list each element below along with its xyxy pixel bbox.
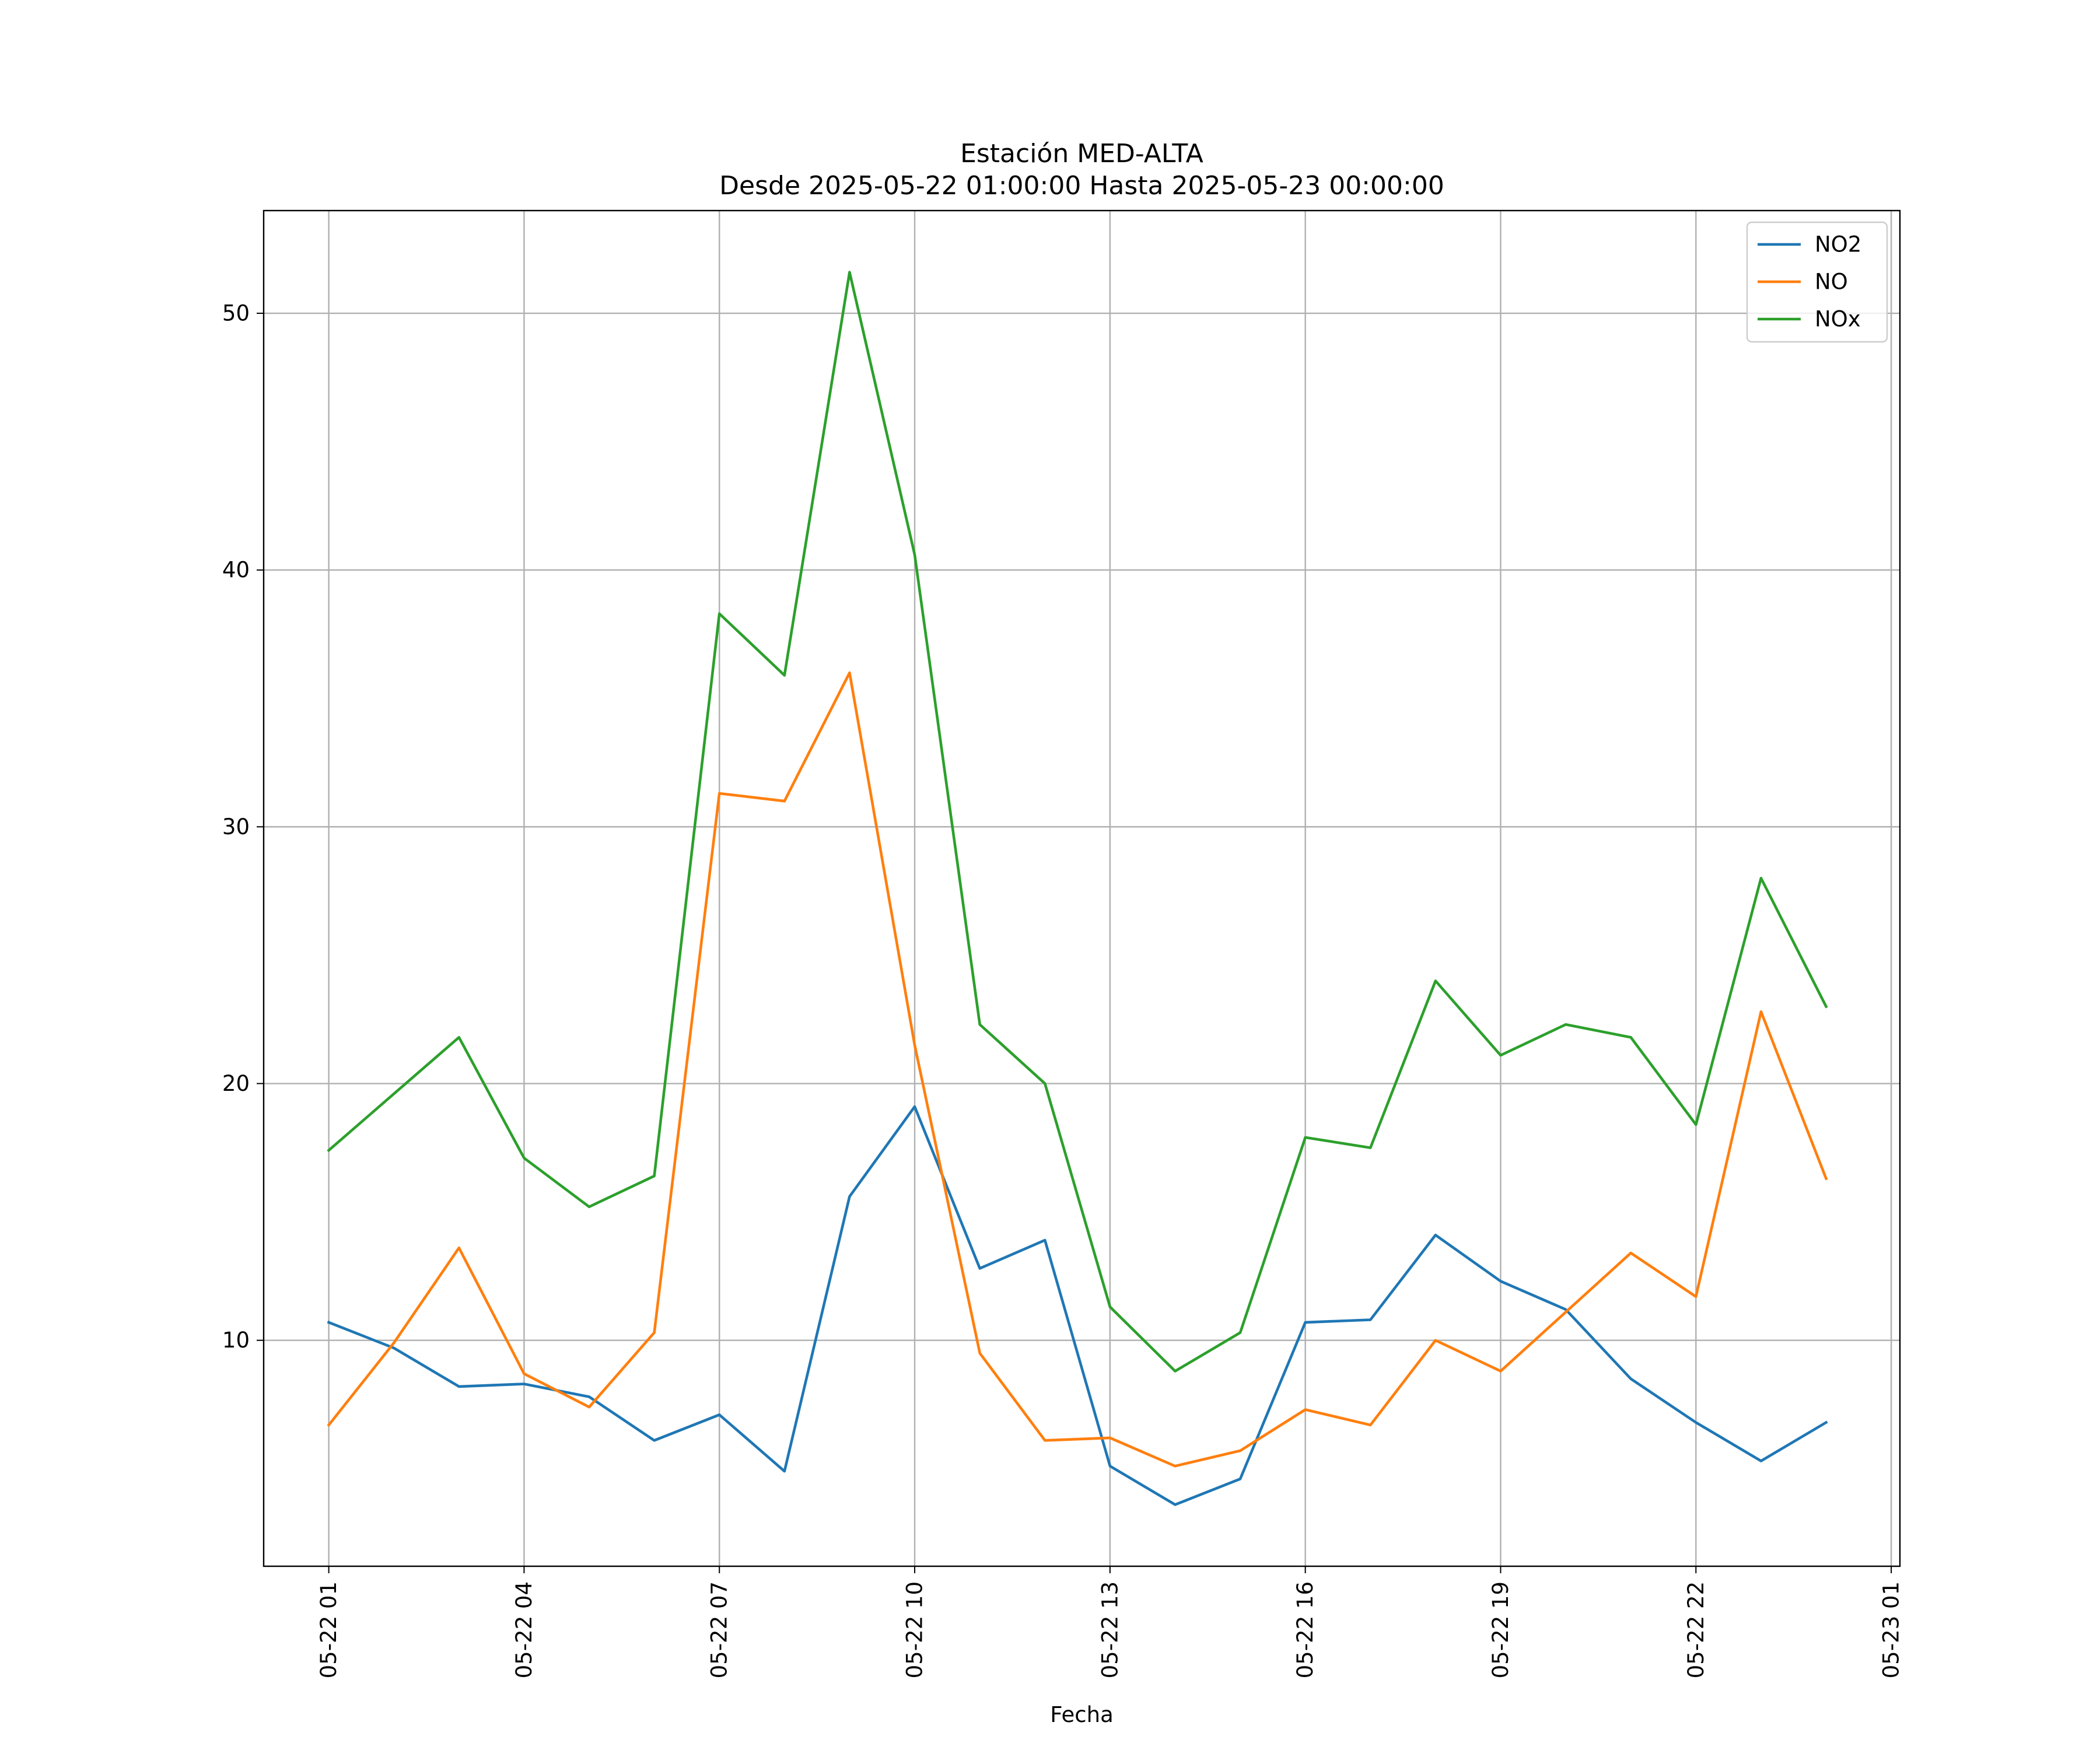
x-tick-label: 05-22 01 bbox=[316, 1581, 341, 1678]
legend-label-no: NO bbox=[1815, 270, 1848, 295]
x-tick-label: 05-22 19 bbox=[1488, 1581, 1513, 1678]
y-tick-label: 50 bbox=[222, 301, 250, 326]
series-line-no2 bbox=[327, 1105, 1828, 1506]
x-tick-label: 05-23 01 bbox=[1879, 1581, 1904, 1678]
x-tick-label: 05-22 10 bbox=[902, 1581, 928, 1678]
y-tick-label: 20 bbox=[222, 1071, 250, 1096]
chart-title: Estación MED-ALTA bbox=[960, 139, 1203, 169]
legend-label-no2: NO2 bbox=[1815, 232, 1861, 257]
legend-box bbox=[1746, 221, 1888, 343]
legend-label-nox: NOx bbox=[1815, 307, 1861, 332]
series-lines bbox=[327, 271, 1828, 1506]
x-tick-label: 05-22 16 bbox=[1293, 1581, 1318, 1678]
legend: NO2 NO NOx bbox=[1746, 221, 1888, 343]
grid bbox=[264, 211, 1900, 1566]
series-line-no bbox=[327, 671, 1828, 1468]
x-tick-label: 05-22 04 bbox=[512, 1581, 537, 1678]
x-tick-label: 05-22 13 bbox=[1097, 1581, 1122, 1678]
y-tick-label: 10 bbox=[222, 1328, 250, 1353]
y-tick-label: 30 bbox=[222, 814, 250, 839]
x-tick-label: 05-22 07 bbox=[707, 1581, 732, 1678]
x-axis-label: Fecha bbox=[1050, 1702, 1114, 1727]
plot-frame bbox=[262, 209, 1901, 1567]
axis-ticks: 05-22 01 05-22 04 05-22 07 05-22 10 05-22 13… bbox=[222, 301, 1904, 1679]
y-tick-label: 40 bbox=[222, 558, 250, 583]
series-line-nox bbox=[327, 271, 1828, 1373]
chart-subtitle: Desde 2025-05-22 01:00:00 Hasta 2025-05-… bbox=[719, 171, 1444, 201]
x-tick-label: 05-22 22 bbox=[1684, 1581, 1709, 1678]
